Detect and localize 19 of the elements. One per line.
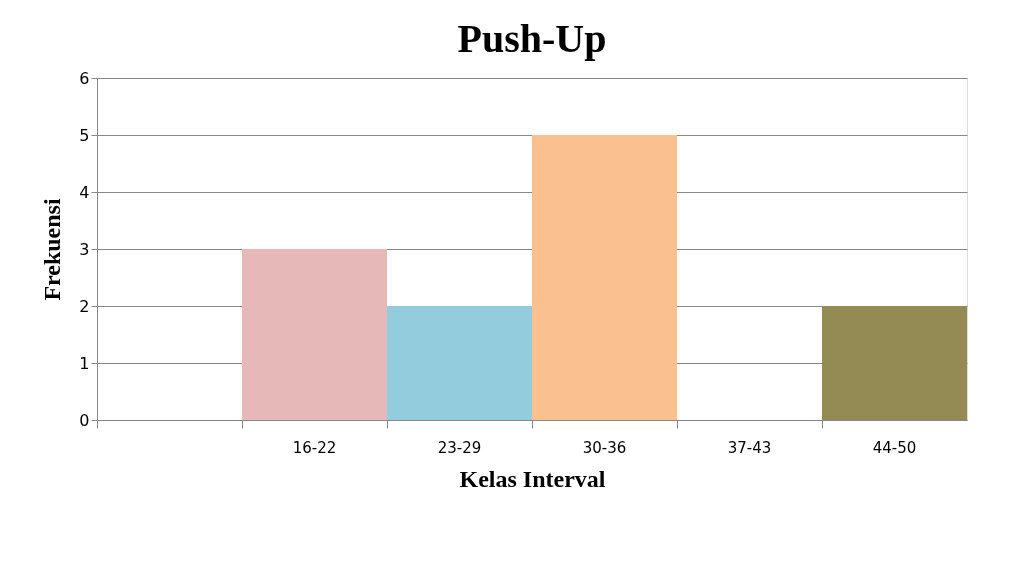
bar: [387, 306, 532, 420]
y-tick-label: 0: [79, 410, 90, 430]
y-tick-label: 6: [79, 68, 90, 88]
x-tick-label: 44-50: [872, 438, 917, 457]
bar: [242, 249, 387, 420]
y-tick-label: 5: [79, 125, 90, 145]
x-axis-title: Kelas Interval: [459, 465, 606, 492]
x-tick-label: 30-36: [582, 438, 627, 457]
y-tick-label: 3: [79, 239, 90, 259]
chart-title: Push-Up: [457, 16, 607, 61]
y-tick-label: 1: [79, 353, 90, 373]
bar: [532, 135, 677, 420]
y-tick-label: 2: [79, 296, 90, 316]
y-axis-title: Frekuensi: [39, 198, 66, 301]
bar: [822, 306, 967, 420]
y-tick-label: 4: [79, 182, 90, 202]
x-tick-label: 16-22: [292, 438, 337, 457]
x-tick-label: 23-29: [437, 438, 482, 457]
x-tick-label: 37-43: [727, 438, 772, 457]
